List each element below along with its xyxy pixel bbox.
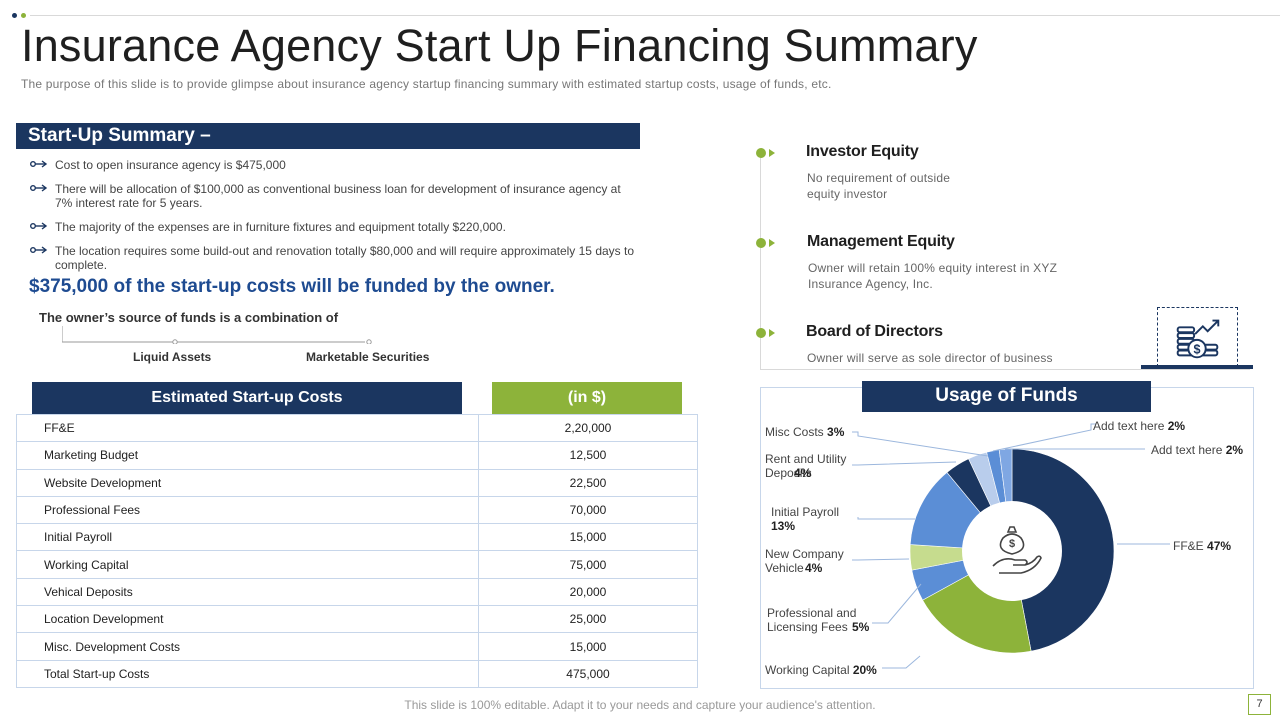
page-subtitle: The purpose of this slide is to provide … (21, 77, 832, 91)
bullet-text: The majority of the expenses are in furn… (55, 220, 506, 234)
equity-text: Owner will retain 100% equity interest i… (808, 261, 1058, 291)
cost-value: 15,000 (478, 523, 698, 552)
summary-bullet: The majority of the expenses are in furn… (30, 220, 640, 234)
donut-slice-ff-e-0 (1011, 448, 1115, 652)
bullet-text: There will be allocation of $100,000 as … (55, 182, 621, 210)
cost-name: Working Capital (16, 550, 479, 579)
timeline-arrow-icon (769, 329, 775, 337)
donut-hole (962, 501, 1062, 601)
cost-name: Total Start-up Costs (16, 659, 479, 688)
timeline-dot (756, 328, 766, 338)
cost-value: 15,000 (478, 632, 698, 661)
cost-value: 20,000 (478, 577, 698, 607)
arrow-bullet-icon (30, 246, 48, 254)
label-misc-costs: Misc Costs 3% (765, 425, 845, 439)
costs-table: FF&E 2,20,000 Marketing Budget 12,500 Webs… (16, 413, 698, 688)
cost-value: 75,000 (478, 550, 698, 579)
bullet-text: Cost to open insurance agency is $475,00… (55, 158, 286, 172)
page-number: 7 (1248, 694, 1271, 715)
cost-name: Misc. Development Costs (16, 632, 479, 661)
table-row: Misc. Development Costs 15,000 (16, 632, 698, 661)
source-marketable-securities: Marketable Securities (306, 350, 430, 364)
table-row: Professional Fees 70,000 (16, 495, 698, 525)
timeline-dot (756, 238, 766, 248)
label-add-text-1: Add text here 2% (1093, 419, 1186, 433)
equity-text: Owner will serve as sole director of bus… (807, 351, 1053, 365)
costs-header-value: (in $) (492, 382, 682, 414)
table-row: Vehical Deposits 20,000 (16, 577, 698, 607)
svg-text:$: $ (1194, 342, 1201, 356)
arrow-bullet-icon (30, 222, 48, 230)
table-row: Website Development 22,500 (16, 468, 698, 497)
equity-title: Management Equity (807, 233, 955, 250)
cost-value: 25,000 (478, 605, 698, 634)
cost-value: 12,500 (478, 441, 698, 470)
bullet-text: The location requires some build-out and… (55, 244, 635, 272)
table-row: Initial Payroll 15,000 (16, 523, 698, 552)
equity-title: Investor Equity (806, 143, 919, 160)
table-row: FF&E 2,20,000 (16, 413, 698, 443)
cost-value: 475,000 (478, 659, 698, 688)
money-growth-icon-frame: $ (1157, 307, 1238, 367)
cost-value: 70,000 (478, 495, 698, 525)
cost-name: Marketing Budget (16, 441, 479, 470)
summary-bullet: The location requires some build-out and… (30, 244, 640, 272)
funds-heading: Usage of Funds (862, 381, 1151, 412)
section-divider (760, 369, 1250, 370)
cost-name: Website Development (16, 468, 479, 497)
table-row-total: Total Start-up Costs 475,000 (16, 659, 698, 688)
money-growth-icon: $ (1176, 319, 1220, 359)
cost-name: Initial Payroll (16, 523, 479, 552)
page-title: Insurance Agency Start Up Financing Summ… (21, 20, 978, 71)
timeline-arrow-icon (769, 149, 775, 157)
owner-source-heading: The owner’s source of funds is a combina… (39, 310, 339, 325)
label-add-text-2: Add text here 2% (1151, 443, 1244, 457)
corner-dots (12, 13, 32, 19)
table-row: Location Development 25,000 (16, 605, 698, 634)
summary-heading: Start-Up Summary – (16, 123, 640, 149)
table-row: Working Capital 75,000 (16, 550, 698, 579)
usage-of-funds-donut-chart: $ (852, 423, 1170, 669)
timeline-dot (756, 148, 766, 158)
leader-lines (852, 423, 1170, 669)
table-row: Marketing Budget 12,500 (16, 441, 698, 470)
funded-statement: $375,000 of the start-up costs will be f… (29, 276, 555, 297)
timeline-arrow-icon (769, 239, 775, 247)
summary-bullet: There will be allocation of $100,000 as … (30, 182, 640, 210)
label-new-company-vehicle: New Company Vehicle4% (765, 547, 844, 575)
equity-title: Board of Directors (806, 323, 943, 340)
money-hand-icon (992, 526, 1042, 574)
label-professional-fees: Professional and Licensing Fees 5% (767, 606, 870, 634)
label-initial-payroll: Initial Payroll 13% (771, 505, 840, 533)
label-ffe: FF&E 47% (1173, 539, 1232, 553)
dollar-sign-icon: $ (1009, 538, 1015, 550)
top-divider (30, 15, 1280, 16)
footer-note: This slide is 100% editable. Adapt it to… (404, 698, 876, 712)
arrow-bullet-icon (30, 160, 48, 168)
cost-value: 22,500 (478, 468, 698, 497)
timeline-line (760, 150, 761, 370)
icon-base-bar (1141, 365, 1253, 369)
cost-name: FF&E (16, 413, 479, 443)
cost-name: Professional Fees (16, 495, 479, 525)
label-working-capital: Working Capital 20% (765, 663, 877, 677)
cost-name: Location Development (16, 605, 479, 634)
arrow-bullet-icon (30, 184, 48, 192)
cost-name: Vehical Deposits (16, 577, 479, 607)
equity-text: No requirement of outside equity investo… (807, 171, 951, 201)
source-connector (62, 326, 372, 344)
source-liquid-assets: Liquid Assets (133, 350, 212, 364)
summary-bullet: Cost to open insurance agency is $475,00… (30, 158, 640, 172)
cost-value: 2,20,000 (478, 413, 698, 443)
costs-header-name: Estimated Start-up Costs (32, 382, 462, 414)
label-rent-utility: Rent and Utility Deposits4% (765, 452, 847, 480)
